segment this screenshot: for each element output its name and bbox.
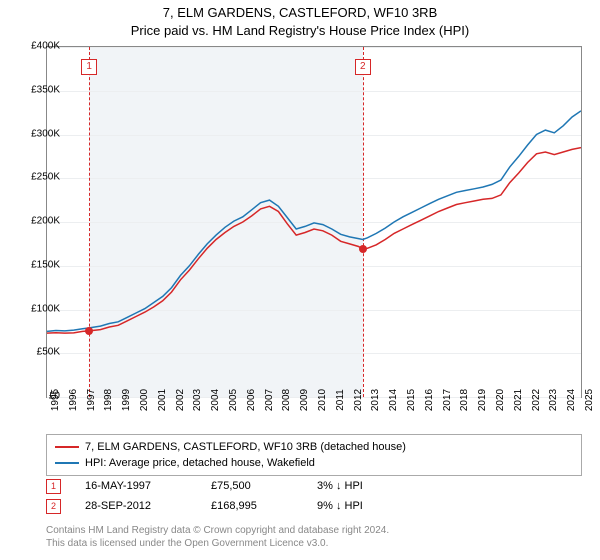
x-axis-label: 2007 <box>264 389 275 411</box>
x-axis-label: 2002 <box>175 389 186 411</box>
x-axis-label: 2018 <box>459 389 470 411</box>
legend: 7, ELM GARDENS, CASTLEFORD, WF10 3RB (de… <box>46 434 582 476</box>
sale-dot <box>359 245 367 253</box>
x-axis-label: 2009 <box>299 389 310 411</box>
x-axis-label: 2004 <box>210 389 221 411</box>
sales-row-price: £75,500 <box>211 480 301 492</box>
x-axis-label: 2019 <box>477 389 488 411</box>
series-property <box>47 148 581 334</box>
attribution: Contains HM Land Registry data © Crown c… <box>46 524 389 550</box>
x-axis-label: 2023 <box>548 389 559 411</box>
x-axis-label: 2006 <box>246 389 257 411</box>
title-address: 7, ELM GARDENS, CASTLEFORD, WF10 3RB <box>0 4 600 22</box>
x-axis-label: 2017 <box>442 389 453 411</box>
x-axis-label: 2011 <box>335 389 346 411</box>
sales-row-date: 16-MAY-1997 <box>85 480 195 492</box>
y-axis-label: £300K <box>31 128 60 139</box>
sale-dot <box>85 327 93 335</box>
title-subtitle: Price paid vs. HM Land Registry's House … <box>0 22 600 40</box>
x-axis-label: 2024 <box>566 389 577 411</box>
attribution-line2: This data is licensed under the Open Gov… <box>46 537 389 550</box>
x-axis-label: 2015 <box>406 389 417 411</box>
x-axis-label: 1995 <box>50 389 61 411</box>
x-axis-label: 2008 <box>281 389 292 411</box>
y-axis-label: £350K <box>31 84 60 95</box>
legend-swatch-property <box>55 446 79 448</box>
x-axis-label: 2025 <box>584 389 595 411</box>
title-block: 7, ELM GARDENS, CASTLEFORD, WF10 3RB Pri… <box>0 0 600 40</box>
sales-table-row: 1 16-MAY-1997 £75,500 3% ↓ HPI <box>46 476 363 496</box>
sales-row-badge: 1 <box>46 479 61 494</box>
y-axis-label: £50K <box>37 347 60 358</box>
y-axis-label: £100K <box>31 303 60 314</box>
x-axis-label: 2003 <box>192 389 203 411</box>
legend-label-hpi: HPI: Average price, detached house, Wake… <box>85 457 315 469</box>
x-axis-label: 2016 <box>424 389 435 411</box>
legend-label-property: 7, ELM GARDENS, CASTLEFORD, WF10 3RB (de… <box>85 441 406 453</box>
y-axis-label: £150K <box>31 259 60 270</box>
x-axis-label: 2022 <box>531 389 542 411</box>
x-axis-label: 2021 <box>513 389 524 411</box>
y-axis-label: £200K <box>31 216 60 227</box>
sales-row-delta: 3% ↓ HPI <box>317 480 363 492</box>
x-axis-label: 2000 <box>139 389 150 411</box>
y-axis-label: £400K <box>31 41 60 52</box>
x-axis-label: 2020 <box>495 389 506 411</box>
chart-container: 7, ELM GARDENS, CASTLEFORD, WF10 3RB Pri… <box>0 0 600 560</box>
x-axis-label: 1997 <box>86 389 97 411</box>
x-axis-label: 2001 <box>157 389 168 411</box>
x-axis-label: 2014 <box>388 389 399 411</box>
attribution-line1: Contains HM Land Registry data © Crown c… <box>46 524 389 537</box>
x-axis-label: 2013 <box>370 389 381 411</box>
sales-table: 1 16-MAY-1997 £75,500 3% ↓ HPI 2 28-SEP-2012 £… <box>46 476 363 516</box>
chart-plot-area: 12 <box>46 46 582 398</box>
x-axis-label: 2010 <box>317 389 328 411</box>
x-axis-label: 2012 <box>353 389 364 411</box>
x-axis-label: 1996 <box>68 389 79 411</box>
series-svg <box>47 47 581 397</box>
sales-table-row: 2 28-SEP-2012 £168,995 9% ↓ HPI <box>46 496 363 516</box>
sales-row-badge: 2 <box>46 499 61 514</box>
sales-row-date: 28-SEP-2012 <box>85 500 195 512</box>
series-hpi <box>47 111 581 332</box>
legend-swatch-hpi <box>55 462 79 464</box>
legend-row-hpi: HPI: Average price, detached house, Wake… <box>55 455 573 471</box>
x-axis-label: 2005 <box>228 389 239 411</box>
x-axis-label: 1999 <box>121 389 132 411</box>
x-axis-label: 1998 <box>103 389 114 411</box>
sales-row-price: £168,995 <box>211 500 301 512</box>
sales-row-delta: 9% ↓ HPI <box>317 500 363 512</box>
legend-row-property: 7, ELM GARDENS, CASTLEFORD, WF10 3RB (de… <box>55 439 573 455</box>
y-axis-label: £250K <box>31 172 60 183</box>
